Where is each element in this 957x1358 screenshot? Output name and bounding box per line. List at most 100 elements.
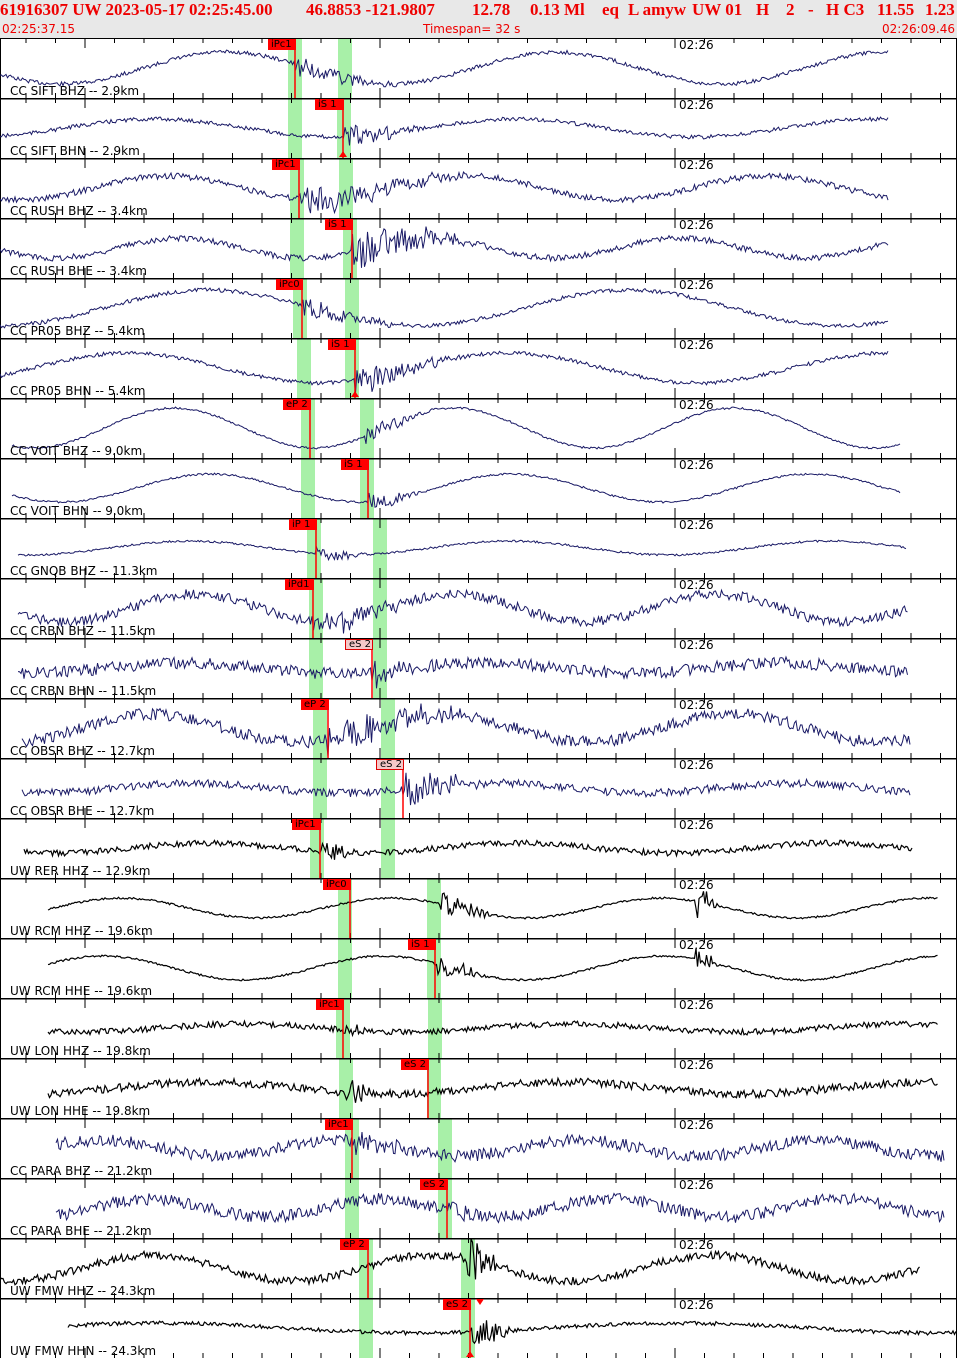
seismogram-panel[interactable]: iS 1 02:26 CC VOIT BHN -- 9.0km [0,458,957,518]
title-part: - [808,0,814,19]
station-channel-label: CC CRBN BHN -- 11.5km [10,684,157,698]
station-channel-label: UW RCM HHZ -- 19.6km [10,924,153,938]
pick-triangle-icon [476,1299,484,1305]
minute-tick-label: 02:26 [679,998,714,1012]
event-header: 61916307 UW 2023-05-17 02:25:45.00 46.885… [0,0,957,38]
waveform-trace [0,698,957,758]
seismogram-panel[interactable]: iPc1 02:26 CC SIFT BHZ -- 2.9km [0,38,957,98]
pick-triangle-icon [351,391,359,397]
phase-window [438,1118,452,1178]
phase-pick-label[interactable]: eP 2 [301,699,329,710]
phase-pick-label[interactable]: iPc1 [292,819,321,830]
minute-tick-label: 02:26 [679,638,714,652]
title-part: 12.78 [472,0,511,19]
minute-tick-label: 02:26 [679,38,714,52]
timespan-label: Timespan= 32 s [423,22,521,36]
phase-pick-label[interactable]: iS 1 [408,939,436,950]
phase-window [427,1058,441,1118]
phase-pick-label[interactable]: iS 1 [341,459,369,470]
title-part: H [756,0,770,19]
phase-window [338,38,352,98]
phase-pick-label[interactable]: eS 2 [420,1179,448,1190]
minute-tick-label: 02:26 [679,158,714,172]
station-channel-label: UW LON HHE -- 19.8km [10,1104,151,1118]
minute-tick-label: 02:26 [679,938,714,952]
station-channel-label: CC SIFT BHN -- 2.9km [10,144,140,158]
minute-tick-label: 02:26 [679,218,714,232]
minute-tick-label: 02:26 [679,1058,714,1072]
seismogram-panel[interactable]: eS 2 02:26 CC CRBN BHN -- 11.5km [0,638,957,698]
phase-pick-label[interactable]: iS 1 [328,339,356,350]
phase-window [345,1178,359,1238]
seismogram-panel[interactable]: iPc1 02:26 UW LON HHZ -- 19.8km [0,998,957,1058]
phase-pick-label[interactable]: eS 2 [376,759,404,770]
seismogram-panel[interactable]: eS 2 02:26 CC OBSR BHE -- 12.7km [0,758,957,818]
phase-pick-label[interactable]: iS 1 [315,99,344,110]
phase-pick-label[interactable]: eS 2 [443,1299,471,1310]
title-part: 1.23 [925,0,955,19]
phase-pick-label[interactable]: iS 1 [325,219,353,230]
seismogram-panel[interactable]: iS 1 02:26 CC SIFT BHN -- 2.9km [0,98,957,158]
seismogram-panel[interactable]: iS 1 02:26 CC RUSH BHE -- 3.4km [0,218,957,278]
waveform-trace [0,218,957,278]
station-channel-label: CC PR05 BHN -- 5.4km [10,384,146,398]
station-channel-label: CC SIFT BHZ -- 2.9km [10,84,140,98]
minute-tick-label: 02:26 [679,878,714,892]
phase-pick-label[interactable]: eS 2 [401,1059,429,1070]
phase-pick-label[interactable]: iP 1 [289,519,317,530]
phase-window [360,398,374,458]
phase-pick-label[interactable]: eP 2 [283,399,311,410]
phase-pick-label[interactable]: iPc1 [316,999,344,1010]
station-channel-label: CC RUSH BHZ -- 3.4km [10,204,148,218]
title-part: 46.8853 -121.9807 [306,0,435,19]
pick-triangle-icon [339,151,347,157]
minute-tick-label: 02:26 [679,98,714,112]
station-channel-label: CC VOIT BHN -- 9.0km [10,504,143,518]
seismogram-panel[interactable]: eP 2 02:26 CC OBSR BHZ -- 12.7km [0,698,957,758]
title-part: 0.13 Ml [530,0,585,19]
waveform-trace [0,578,957,638]
phase-window [338,878,352,938]
seismogram-panel[interactable]: iPc1 02:26 UW RER HHZ -- 12.9km [0,818,957,878]
phase-pick-label[interactable]: eS 2 [345,639,373,650]
phase-pick-label[interactable]: eP 2 [340,1239,369,1250]
seismogram-panels[interactable]: iPc1 02:26 CC SIFT BHZ -- 2.9km iS 1 02:26 CC… [0,38,957,1358]
phase-pick-label[interactable]: iPc0 [276,279,303,290]
title-part: UW 01 [692,0,743,19]
seismogram-panel[interactable]: iS 1 02:26 CC PR05 BHN -- 5.4km [0,338,957,398]
seismogram-panel[interactable]: eS 2 02:26 CC PARA BHE -- 21.2km [0,1178,957,1238]
phase-pick-label[interactable]: iPd1 [285,579,314,590]
seismogram-panel[interactable]: eP 2 02:26 UW FMW HHZ -- 24.3km [0,1238,957,1298]
phase-window [313,758,327,818]
seismogram-panel[interactable]: iPd1 02:26 CC CRBN BHZ -- 11.5km [0,578,957,638]
phase-window [338,938,352,998]
station-channel-label: CC GNQB BHZ -- 11.3km [10,564,158,578]
minute-tick-label: 02:26 [679,758,714,772]
start-time: 02:25:37.15 [2,22,75,36]
seismogram-panel[interactable]: iS 1 02:26 UW RCM HHE -- 19.6km [0,938,957,998]
phase-pick-label[interactable]: iPc1 [268,39,296,50]
minute-tick-label: 02:26 [679,278,714,292]
seismogram-panel[interactable]: eS 2 02:26 UW FMW HHN -- 24.3km [0,1298,957,1358]
phase-pick-label[interactable]: iPc0 [323,879,351,890]
end-time: 02:26:09.46 [882,22,955,36]
phase-pick-label[interactable]: iPc1 [272,159,300,170]
minute-tick-label: 02:26 [679,818,714,832]
waveform-trace [0,938,957,998]
waveform-trace [0,98,957,158]
station-channel-label: CC RUSH BHE -- 3.4km [10,264,147,278]
seismogram-panel[interactable]: iPc0 02:26 CC PR05 BHZ -- 5.4km [0,278,957,338]
title-part: eq [602,0,619,19]
phase-window [427,878,441,938]
seismogram-panel[interactable]: iPc1 02:26 CC RUSH BHZ -- 3.4km [0,158,957,218]
seismogram-panel[interactable]: iPc1 02:26 CC PARA BHZ -- 21.2km [0,1118,957,1178]
seismogram-panel[interactable]: eP 2 02:26 CC VOIT BHZ -- 9.0km [0,398,957,458]
seismogram-panel[interactable]: eS 2 02:26 UW LON HHE -- 19.8km [0,1058,957,1118]
phase-pick-label[interactable]: iPc1 [325,1119,353,1130]
seismogram-panel[interactable]: iP 1 02:26 CC GNQB BHZ -- 11.3km [0,518,957,578]
phase-window [438,1178,452,1238]
title-part: 2 [786,0,795,19]
phase-window [381,818,395,878]
phase-window [428,998,442,1058]
seismogram-panel[interactable]: iPc0 02:26 UW RCM HHZ -- 19.6km [0,878,957,938]
